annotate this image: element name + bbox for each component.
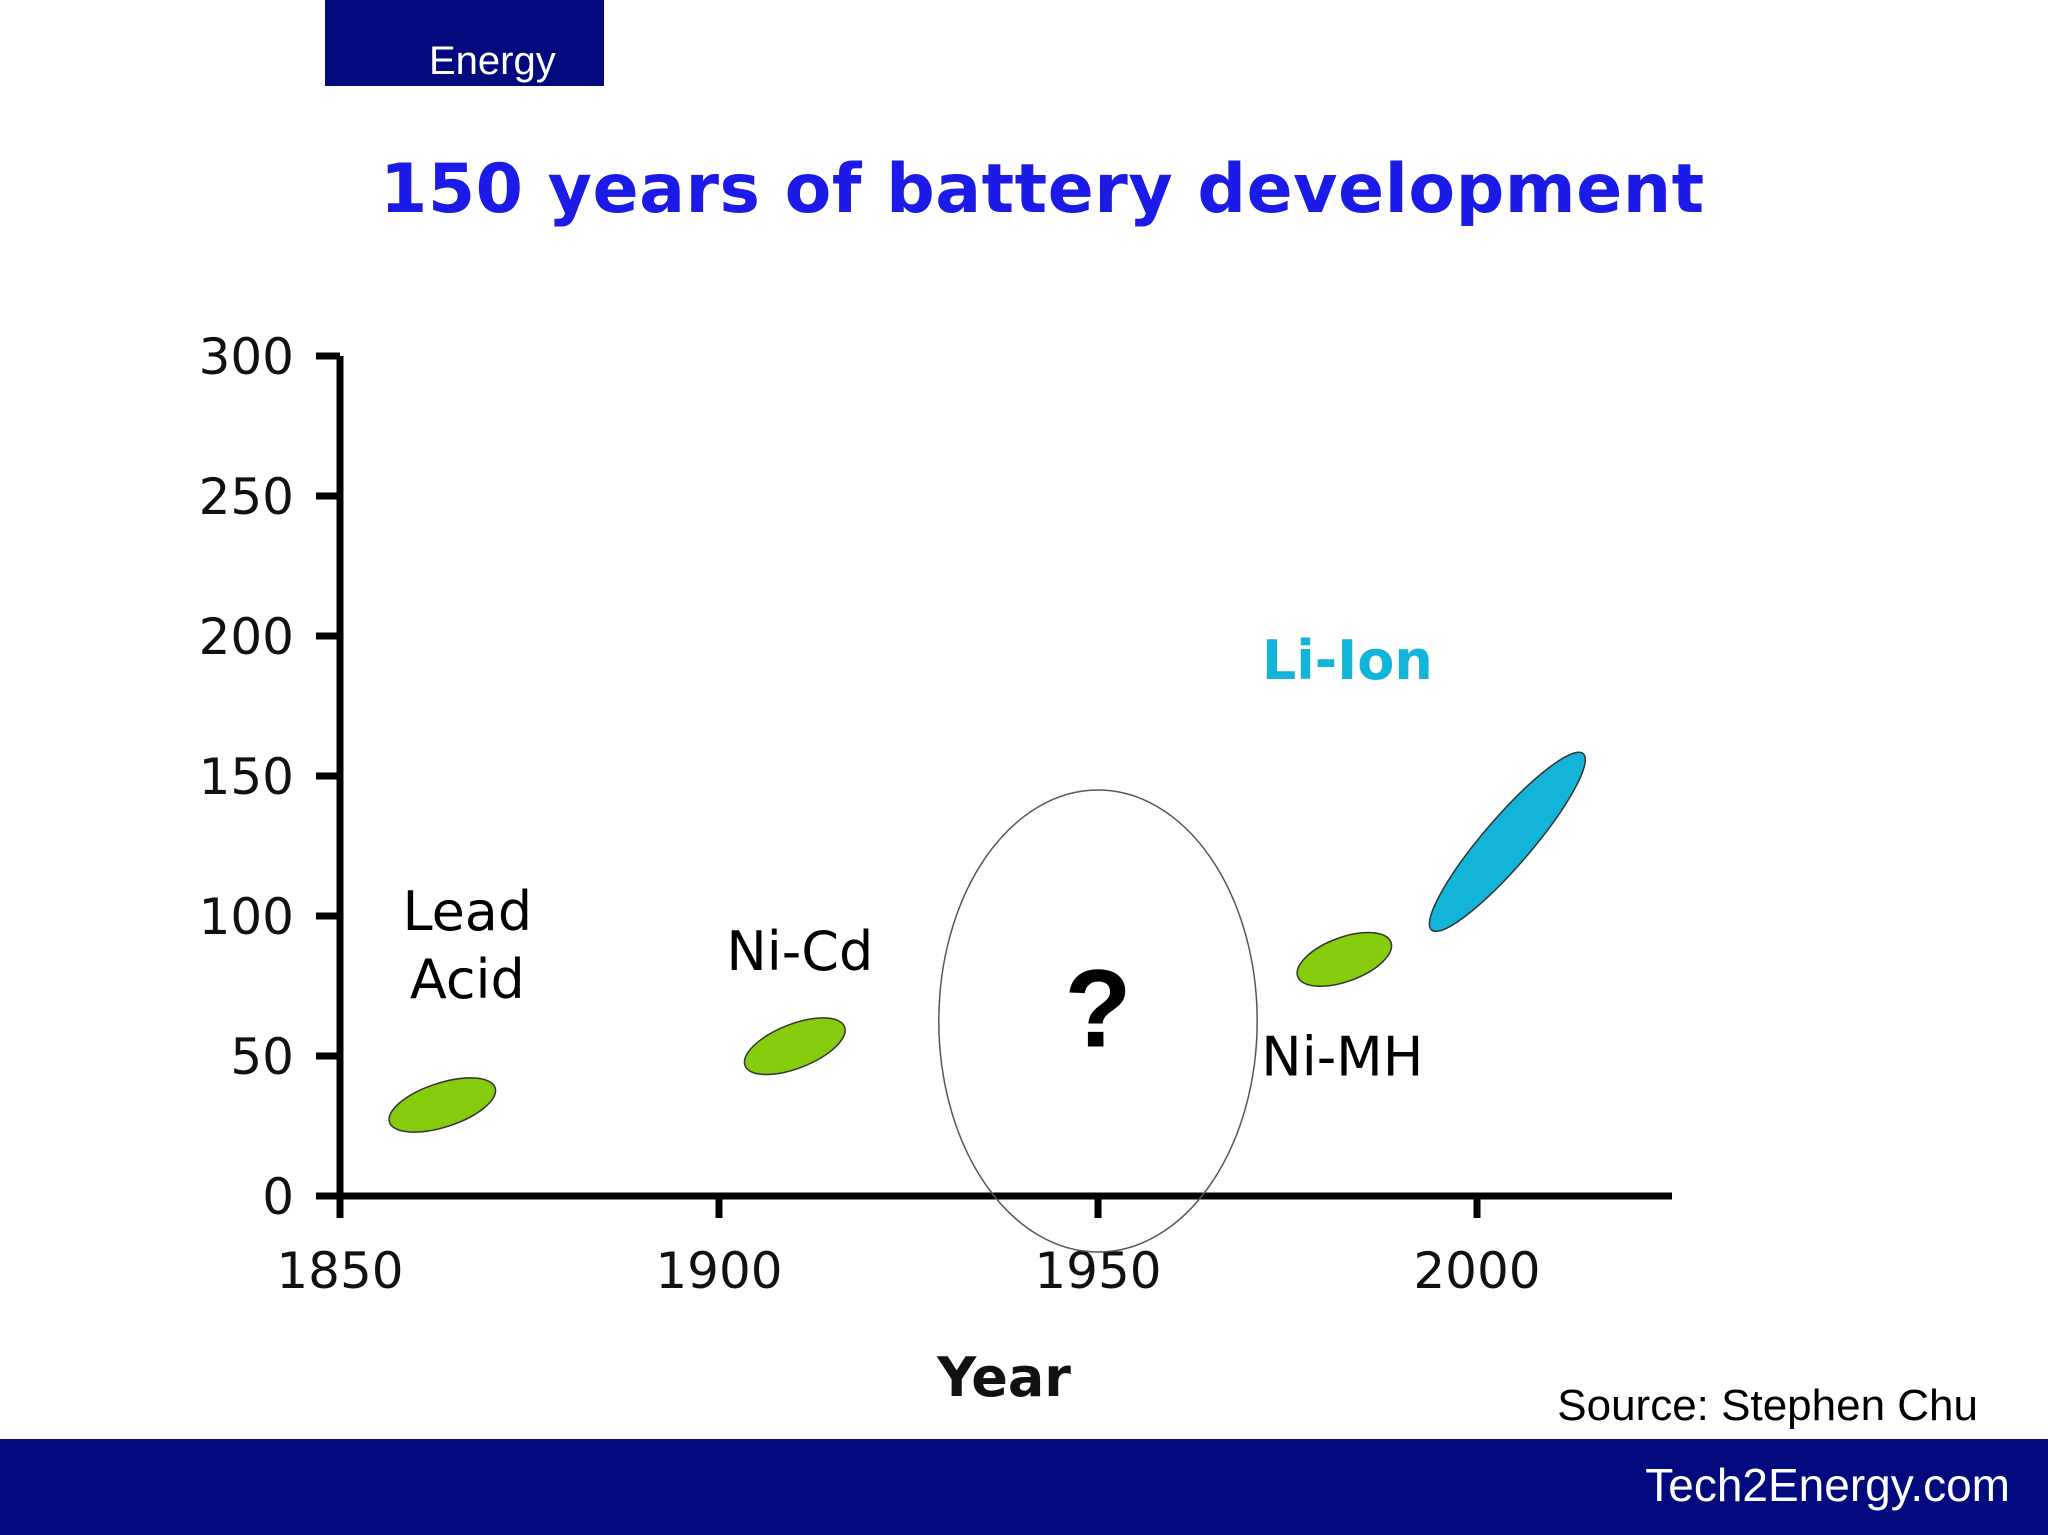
y-tick-label: 100 xyxy=(199,888,294,946)
battery-chart: 0 50 100 150 200 250 300 1850 1900 1950 2000 Year? L… xyxy=(199,328,1672,1409)
footer-site: Tech2Energy.com xyxy=(1645,1459,2010,1511)
section-tag: Energy xyxy=(325,0,604,86)
footer-bar: Tech2Energy.com xyxy=(0,1439,2048,1535)
y-tick-label: 150 xyxy=(199,748,294,806)
lead-acid-label: Acid xyxy=(410,948,525,1011)
lead-acid-label: Lead xyxy=(402,880,532,943)
y-tick-label: 250 xyxy=(199,468,294,526)
section-tag-label: Energy xyxy=(429,39,556,83)
li-ion-label: Li-Ion xyxy=(1262,629,1433,692)
x-tick-label: 1900 xyxy=(655,1242,782,1300)
x-tick-label: 1950 xyxy=(1034,1242,1161,1300)
x-tick-label: 2000 xyxy=(1413,1242,1540,1300)
gap-ellipse xyxy=(938,789,1258,1253)
lead-acid-region xyxy=(388,1077,497,1133)
ni-mh-region xyxy=(1296,931,1393,988)
y-tick-label: 50 xyxy=(230,1028,294,1086)
y-tick-label: 300 xyxy=(199,328,294,386)
ni-cd-label: Ni-Cd xyxy=(726,920,873,983)
ni-mh-label: Ni-MH xyxy=(1261,1025,1423,1088)
question-mark: ? xyxy=(1064,947,1131,1070)
y-tick-label: 200 xyxy=(199,608,294,666)
ni-cd-region xyxy=(743,1017,846,1076)
li-ion-region xyxy=(1428,751,1587,933)
x-tick-label: 1850 xyxy=(276,1242,403,1300)
x-axis-label: Year xyxy=(936,1346,1071,1409)
source-credit: Source: Stephen Chu xyxy=(1557,1381,1978,1430)
chart-title: 150 years of battery development xyxy=(380,150,1705,229)
y-tick-label: 0 xyxy=(262,1168,294,1226)
